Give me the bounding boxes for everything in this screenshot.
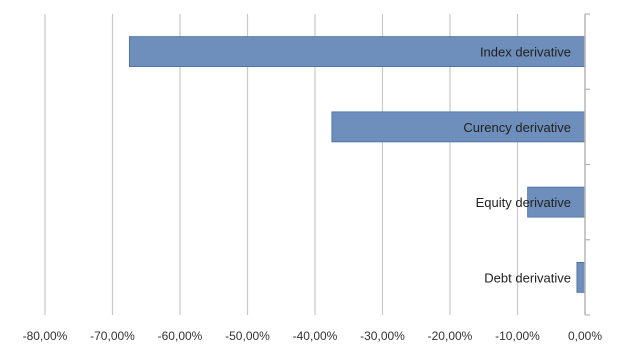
x-tick-label: 0,00%	[568, 329, 602, 343]
category-label: Curency derivative	[463, 120, 571, 135]
x-tick-label: -50,00%	[225, 329, 270, 343]
x-tick-label: -80,00%	[23, 329, 68, 343]
x-tick-label: -70,00%	[90, 329, 135, 343]
category-label: Equity derivative	[476, 195, 571, 210]
category-label: Index derivative	[480, 45, 571, 60]
category-label: Debt derivative	[484, 270, 571, 285]
value-axis	[584, 13, 590, 316]
x-tick-label: -60,00%	[158, 329, 203, 343]
bar	[128, 36, 586, 68]
bar	[576, 261, 586, 293]
x-tick-label: -10,00%	[495, 329, 540, 343]
x-tick-label: -40,00%	[293, 329, 338, 343]
tick-labels: -80,00% -70,00% -60,00% -50,00% -40,00% -30,0…	[23, 329, 603, 343]
bar	[331, 111, 586, 143]
x-tick-label: -20,00%	[428, 329, 473, 343]
bars	[128, 36, 586, 293]
x-tick-label: -30,00%	[360, 329, 405, 343]
category-labels: Index derivative Curency derivative Equity…	[463, 45, 571, 286]
